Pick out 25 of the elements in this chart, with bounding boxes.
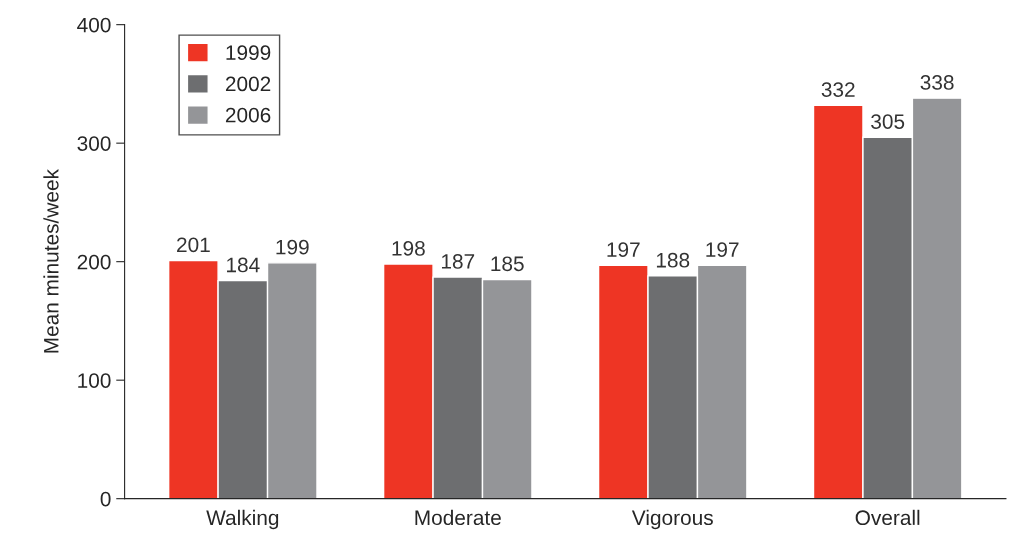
y-axis-title: Mean minutes/week bbox=[43, 169, 59, 353]
y-tick-label: 400 bbox=[77, 17, 111, 33]
data-label: 197 bbox=[706, 242, 739, 257]
data-label: 198 bbox=[392, 241, 425, 256]
data-label: 184 bbox=[227, 257, 260, 273]
x-tick-label: Vigorous bbox=[631, 509, 713, 530]
legend-label: 2002 bbox=[225, 76, 271, 92]
x-tick-label: Overall bbox=[855, 509, 920, 526]
data-label: 197 bbox=[607, 242, 640, 257]
y-tick-label: 100 bbox=[78, 373, 111, 388]
data-label: 188 bbox=[656, 252, 690, 268]
y-tick-label: 300 bbox=[77, 136, 111, 151]
data-label: 332 bbox=[821, 82, 855, 97]
x-tick-label: Moderate bbox=[415, 509, 501, 526]
data-label: 185 bbox=[491, 256, 524, 272]
data-label: 199 bbox=[276, 239, 309, 255]
x-tick-label: Walking bbox=[206, 509, 279, 530]
data-label: 305 bbox=[871, 114, 905, 129]
y-tick-label: 0 bbox=[100, 491, 111, 507]
legend-label: 1999 bbox=[226, 45, 271, 61]
legend-label: 2006 bbox=[225, 107, 271, 123]
y-tick-label: 200 bbox=[77, 254, 111, 270]
data-label: 338 bbox=[920, 75, 954, 90]
data-label: 187 bbox=[441, 254, 475, 269]
data-label: 201 bbox=[177, 237, 210, 253]
